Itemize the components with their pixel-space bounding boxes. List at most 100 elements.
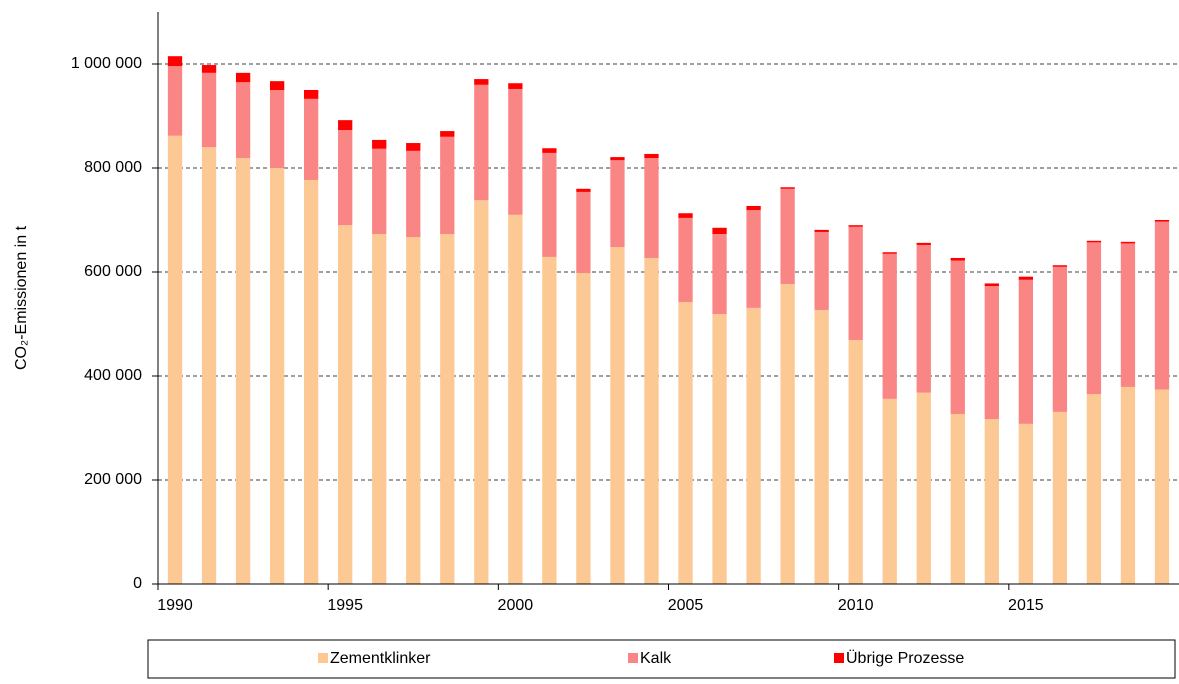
bar-segment [269,90,285,168]
y-tick-label: 600 000 [84,263,142,280]
bar-segment [1086,242,1102,395]
bar-segment [406,150,421,238]
bar-segment [269,81,285,90]
bar-segment [780,187,795,189]
bar-segment [1018,276,1033,280]
bar-segment [440,136,455,235]
bar-segment [1018,279,1033,424]
bar-segment [950,257,965,261]
bar-segment [1052,411,1068,584]
bar-segment [167,135,183,584]
bar-segment [644,158,659,258]
bar-segment [304,179,319,584]
bar-segment [644,153,659,159]
bar-segment [1154,389,1170,584]
bar-segment [916,242,931,245]
x-tick-label: 2000 [498,597,534,614]
bar-segment [542,256,557,584]
bar-segment [882,253,897,399]
x-tick-label: 2010 [838,597,874,614]
bar-segment [1154,220,1170,222]
bar-segment [235,72,251,83]
bar-segment [372,234,387,585]
bar-segment [235,158,251,584]
bar-segment [848,340,863,584]
bar-segment [1086,394,1102,584]
legend-label: Übrige Prozesse [846,649,964,667]
legend-swatch [318,653,328,663]
bar-segment [576,273,591,584]
bar-segment [304,98,319,180]
bar-segment [1052,266,1068,412]
legend-swatch [628,653,638,663]
bar-segment [474,84,489,201]
x-tick-label: 2015 [1008,597,1044,614]
y-tick-label: 400 000 [84,367,142,384]
bar-segment [440,234,455,585]
bar-segment [1018,423,1033,584]
x-tick-label: 2005 [668,597,704,614]
bar-segment [746,210,761,308]
bar-segment [406,143,421,151]
bar-segment [610,247,625,585]
bar-segment [372,148,387,235]
bar-segment [406,237,421,584]
bar-segment [848,226,863,341]
bar-segment [508,214,523,585]
bar-segment [1086,240,1102,243]
bar-segment [201,72,217,148]
bar-segment [576,188,591,192]
bar-segment [984,283,999,287]
bar-segment [950,413,965,584]
bar-segment [1120,243,1136,387]
bar-segment [372,139,387,149]
bar-segment [1120,386,1136,584]
y-tick-label: 1 000 000 [71,55,142,72]
bar-segment [167,66,183,136]
bar-segment [542,152,557,257]
bar-segment [848,225,863,227]
bar-segment [644,257,659,584]
bar-segment [678,217,693,303]
bar-segment [746,307,761,584]
bar-segment [610,157,625,161]
legend-swatch [834,653,844,663]
y-tick-label: 800 000 [84,159,142,176]
bar-segment [542,148,557,153]
bar-segment [712,234,727,315]
bar-segment [882,252,897,254]
bar-segment [882,398,897,584]
bar-segment [474,79,489,85]
bar-segment [678,302,693,584]
bar-segment [474,200,489,585]
y-axis-label: CO₂-Emissionen in t [13,225,30,370]
bar-segment [950,260,965,414]
bar-segment [440,131,455,137]
bar-segment [201,147,217,584]
bar-segment [1120,241,1136,244]
bar-segment [916,244,931,393]
bar-segment [814,231,829,310]
legend-box [147,639,1176,679]
y-tick-label: 200 000 [84,471,142,488]
bar-segment [780,283,795,584]
bar-segment [712,314,727,584]
bar-segment [814,309,829,584]
bar-segment [1052,265,1068,267]
bar-segment [746,205,761,211]
legend-label: Kalk [640,650,672,667]
bar-segment [338,120,353,131]
bar-segment [269,168,285,584]
bar-segment [508,88,523,215]
bar-segment [167,56,183,67]
bar-segment [304,90,319,99]
bar-segment [678,213,693,218]
bar-segment [916,392,931,584]
bar-segment [984,419,999,584]
legend-label: Zementklinker [330,650,431,667]
bar-segment [201,65,217,73]
bar-segment [780,188,795,284]
bar-segment [814,229,829,232]
x-tick-label: 1990 [157,597,193,614]
